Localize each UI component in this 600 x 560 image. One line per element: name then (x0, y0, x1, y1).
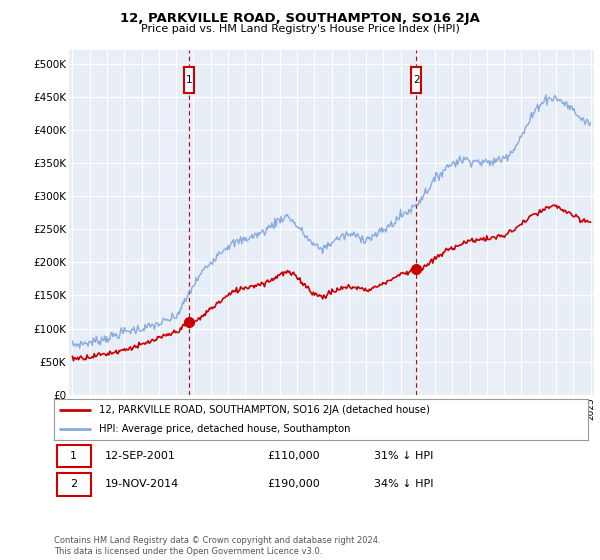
Text: 1: 1 (70, 451, 77, 461)
Text: 34% ↓ HPI: 34% ↓ HPI (374, 479, 434, 489)
Text: Contains HM Land Registry data © Crown copyright and database right 2024.
This d: Contains HM Land Registry data © Crown c… (54, 536, 380, 556)
Text: 12, PARKVILLE ROAD, SOUTHAMPTON, SO16 2JA (detached house): 12, PARKVILLE ROAD, SOUTHAMPTON, SO16 2J… (100, 405, 430, 415)
Text: 12-SEP-2001: 12-SEP-2001 (105, 451, 176, 461)
Bar (412, 67, 421, 94)
Bar (56, 445, 91, 467)
Text: 19-NOV-2014: 19-NOV-2014 (105, 479, 179, 489)
Text: 31% ↓ HPI: 31% ↓ HPI (374, 451, 434, 461)
Bar (56, 473, 91, 496)
Text: £110,000: £110,000 (268, 451, 320, 461)
Text: 2: 2 (413, 75, 419, 85)
Text: 2: 2 (70, 479, 77, 489)
Text: £190,000: £190,000 (268, 479, 320, 489)
Text: 12, PARKVILLE ROAD, SOUTHAMPTON, SO16 2JA: 12, PARKVILLE ROAD, SOUTHAMPTON, SO16 2J… (120, 12, 480, 25)
Bar (184, 67, 194, 94)
Text: HPI: Average price, detached house, Southampton: HPI: Average price, detached house, Sout… (100, 424, 351, 433)
Text: Price paid vs. HM Land Registry's House Price Index (HPI): Price paid vs. HM Land Registry's House … (140, 24, 460, 34)
Text: 1: 1 (186, 75, 193, 85)
